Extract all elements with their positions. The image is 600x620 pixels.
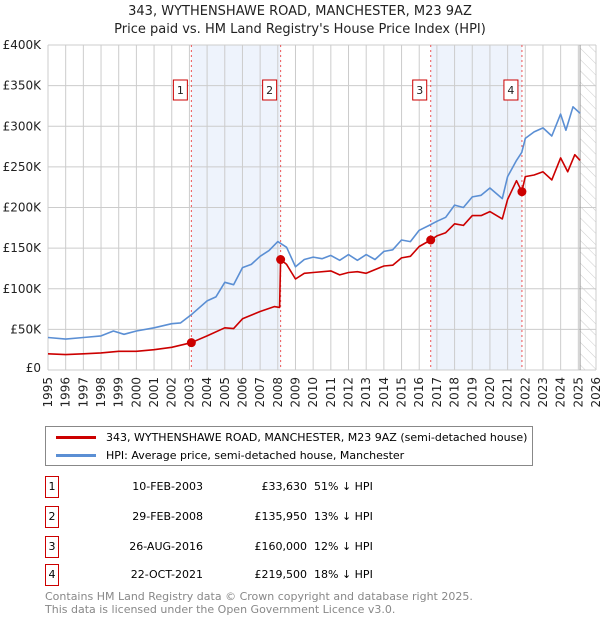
sale-point [186, 338, 196, 348]
legend-label: 343, WYTHENSHAWE ROAD, MANCHESTER, M23 9… [106, 430, 528, 444]
x-tick-label: 2001 [147, 377, 161, 408]
x-tick-label: 1996 [59, 377, 73, 408]
sale-label-box [172, 79, 188, 101]
y-tick-label: £300K [3, 119, 43, 133]
y-tick-label: £350K [3, 79, 43, 93]
x-tick-label: 2009 [288, 377, 302, 408]
sale-date: 29-FEB-2008 [132, 510, 203, 523]
table-row: 4 22-OCT-2021 £219,500 18% ↓ HPI [45, 564, 465, 586]
y-tick-label: £100K [3, 282, 43, 296]
x-tick-label: 2014 [377, 377, 391, 408]
chart-subtitle: Price paid vs. HM Land Registry's House … [114, 22, 486, 37]
sale-price: £219,500 [254, 568, 308, 581]
sale-number-badge: 3 [45, 536, 59, 558]
licence-text: This data is licensed under the Open Gov… [45, 603, 396, 616]
sale-label-number: 4 [507, 84, 514, 97]
sale-price: £160,000 [254, 540, 308, 553]
legend-label: HPI: Average price, semi-detached house,… [106, 448, 405, 462]
x-tick-label: 2013 [359, 377, 373, 408]
x-tick-label: 2000 [129, 377, 143, 408]
copyright-text: Contains HM Land Registry data © Crown c… [45, 590, 473, 603]
y-tick-label: £250K [3, 160, 43, 174]
x-tick-label: 2003 [182, 377, 196, 408]
x-tick-label: 2010 [306, 377, 320, 408]
x-tick-label: 2002 [165, 377, 179, 408]
hpi-diff: 18% ↓ HPI [314, 568, 373, 581]
sale-date: 22-OCT-2021 [130, 568, 203, 581]
y-tick-label: £200K [3, 201, 43, 215]
x-tick-label: 2016 [412, 377, 426, 408]
x-tick-label: 2020 [483, 377, 497, 408]
sale-point [517, 187, 527, 197]
sale-number-badge: 1 [45, 476, 59, 498]
x-tick-label: 2026 [589, 377, 600, 408]
sale-label-box [262, 79, 278, 101]
sale-date: 26-AUG-2016 [129, 540, 203, 553]
x-tick-label: 2012 [342, 377, 356, 408]
y-tick-label: £150K [3, 241, 43, 255]
hpi-diff: 12% ↓ HPI [314, 540, 373, 553]
x-tick-label: 1999 [112, 377, 126, 408]
sale-number-badge: 2 [45, 506, 59, 528]
sale-point [426, 235, 436, 245]
hpi-line [47, 106, 581, 340]
legend-item-property: 343, WYTHENSHAWE ROAD, MANCHESTER, M23 9… [56, 429, 527, 445]
sale-point [276, 255, 286, 265]
x-tick-label: 2006 [235, 377, 249, 408]
footer: Contains HM Land Registry data © Crown c… [45, 590, 473, 616]
x-tick-label: 2008 [271, 377, 285, 408]
sale-label-number: 2 [266, 84, 273, 97]
x-tick-label: 1998 [94, 377, 108, 408]
x-tick-label: 2005 [218, 377, 232, 408]
price-chart: 1995 1996 1997 1998 1999 2000 2001 2002 2003 2004… [3, 38, 600, 408]
blue-line-swatch [56, 453, 96, 457]
x-tick-label: 2007 [253, 377, 267, 408]
hpi-diff: 51% ↓ HPI [314, 480, 373, 493]
legend-item-hpi: HPI: Average price, semi-detached house,… [56, 447, 404, 463]
table-row: 2 29-FEB-2008 £135,950 13% ↓ HPI [45, 506, 465, 528]
red-line-swatch [56, 435, 96, 439]
sale-price: £135,950 [254, 510, 308, 523]
hpi-diff: 13% ↓ HPI [314, 510, 373, 523]
x-tick-label: 2022 [518, 377, 532, 408]
x-tick-label: 2018 [448, 377, 462, 408]
x-tick-label: 2011 [324, 377, 338, 408]
x-tick-label: 2021 [501, 377, 515, 408]
x-tick-label: 1997 [76, 377, 90, 408]
table-row: 3 26-AUG-2016 £160,000 12% ↓ HPI [45, 536, 465, 558]
x-tick-label: 2017 [430, 377, 444, 408]
sale-label-box [503, 79, 519, 101]
x-tick-label: 2025 [571, 377, 585, 408]
legend: 343, WYTHENSHAWE ROAD, MANCHESTER, M23 9… [45, 426, 533, 466]
y-tick-label: £50K [10, 322, 42, 336]
table-row: 1 10-FEB-2003 £33,630 51% ↓ HPI [45, 476, 465, 498]
x-tick-label: 2015 [395, 377, 409, 408]
x-tick-label: 2019 [465, 377, 479, 408]
x-tick-label: 1995 [41, 377, 55, 408]
sale-label-number: 3 [416, 84, 423, 97]
sale-number-badge: 4 [45, 564, 59, 586]
x-tick-label: 2004 [200, 377, 214, 408]
sale-price: £33,630 [261, 480, 308, 493]
sale-label-box [412, 79, 428, 101]
x-tick-label: 2024 [554, 377, 568, 408]
x-tick-label: 2023 [536, 377, 550, 408]
y-tick-label: £0 [26, 361, 41, 375]
chart-title: 343, WYTHENSHAWE ROAD, MANCHESTER, M23 9… [128, 4, 472, 19]
sale-label-number: 1 [177, 84, 184, 97]
y-tick-label: £400K [3, 38, 43, 52]
sale-date: 10-FEB-2003 [132, 480, 203, 493]
